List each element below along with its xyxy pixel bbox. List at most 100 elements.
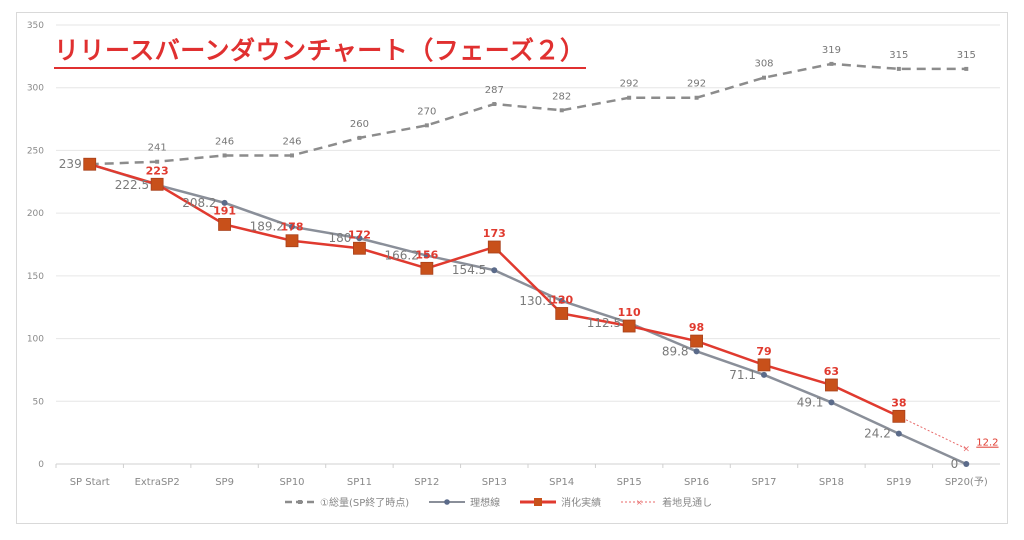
data-label-total: 260 [350,119,369,130]
legend-label: 消化実績 [561,498,602,509]
legend-label: ①総量(SP終了時点) [320,498,410,509]
data-label-ideal: 130.1 [519,294,553,308]
data-label-actual: 79 [756,345,771,358]
data-label-forecast: 12.2 [976,438,998,449]
data-label-ideal: 189.2 [250,220,284,234]
y-tick-label: 0 [38,460,44,470]
x-tick-label: SP18 [819,477,844,488]
data-label-ideal: 49.1 [797,395,824,409]
legend-item-actual: 消化実績 [520,494,601,509]
data-label-actual: 98 [689,321,704,334]
data-label-actual: 156 [415,248,438,261]
data-point-actual [892,409,906,423]
data-label-ideal: 166.2 [384,249,418,263]
data-point-ideal [423,252,430,259]
data-point-actual [285,234,299,248]
data-point-actual [218,218,231,231]
x-tick-label: SP11 [347,477,372,488]
data-point-ideal [491,267,498,274]
data-point-actual [353,241,366,255]
legend-dotted-line-icon: × [621,498,658,506]
data-point-ideal [221,199,228,206]
data-point-total [424,123,429,128]
data-point-actual [825,378,838,392]
data-point-actual [757,358,771,372]
data-point-ideal [761,371,767,378]
data-label-ideal: 180 [329,231,352,245]
y-tick-label: 350 [27,21,44,31]
y-tick-label: 150 [27,272,44,282]
data-point-total [829,61,834,66]
legend-item-ideal: 理想線 [429,494,500,509]
data-label-actual: 38 [891,396,906,409]
x-tick-label: SP15 [617,477,642,488]
data-point-ideal [289,223,295,230]
data-label-actual: 223 [146,164,169,177]
x-tick-label: SP9 [215,477,234,488]
data-label-total: 308 [754,59,773,70]
data-label-total: 282 [552,91,571,102]
x-tick-label: SP14 [549,477,574,488]
x-tick-label: SP16 [684,477,709,488]
data-point-ideal [828,399,835,406]
data-label-total: 246 [215,136,234,147]
x-tick-label: SP20(予) [945,476,988,488]
data-point-ideal [558,297,565,304]
legend-label: 理想線 [470,498,501,509]
legend: ①総量(SP終了時点) 理想線 消化実績 × 着地見通し [285,494,712,509]
x-tick-label: SP13 [482,477,507,488]
y-tick-label: 50 [33,397,45,407]
x-tick-label: SP12 [414,477,439,488]
data-label-ideal: 24.2 [864,427,891,441]
legend-diamond-line-icon [429,498,466,505]
data-point-total [694,95,699,100]
data-point-total [896,66,901,71]
data-label-ideal: 89.8 [662,344,689,358]
chart-frame [16,12,1008,524]
data-label-total: 319 [822,45,841,56]
data-point-total [222,153,227,158]
data-point-actual [622,319,636,333]
data-label-ideal: 112.5 [587,316,621,330]
data-point-ideal [895,430,902,437]
data-label-actual: 110 [618,306,641,319]
data-point-total [492,102,497,107]
data-label-actual: 178 [281,221,304,234]
data-label-total: 292 [687,79,706,90]
legend-item-forecast: × 着地見通し [621,494,712,509]
y-tick-label: 250 [27,146,44,156]
data-point-total [627,95,632,100]
data-label-total: 315 [889,50,908,61]
data-label-total: 246 [282,136,301,147]
data-label-actual: 120 [550,293,573,306]
data-point-actual [150,177,164,191]
x-tick-label: SP Start [70,477,110,488]
data-label-actual: 172 [348,228,371,241]
data-label-total: 270 [417,106,436,117]
data-point-total [559,108,564,113]
x-tick-label: SP19 [886,477,911,488]
data-point-actual [420,261,434,275]
data-label-total: 241 [148,143,167,154]
data-point-forecast: × [963,445,971,455]
data-label-ideal: 0 [951,457,959,471]
data-point-total [762,75,766,80]
y-tick-label: 300 [27,84,44,94]
data-label-ideal: 208.2 [182,196,216,210]
chart-title: リリースバーンダウンチャート（フェーズ２） [54,36,586,69]
svg-text:×: × [636,498,643,506]
data-point-ideal [356,235,363,242]
y-tick-label: 100 [27,335,44,345]
legend-dashed-line-icon [285,499,315,504]
data-point-actual [690,334,703,348]
data-label-ideal: 154.5 [452,263,486,277]
data-label-actual: 191 [213,204,236,217]
data-label-ideal: 239 [59,157,82,171]
data-point-total [155,159,160,164]
x-tick-label: ExtraSP2 [135,477,180,488]
data-label-actual: 173 [483,227,506,240]
series-line-total [89,62,967,166]
data-label-ideal: 71.1 [729,368,756,382]
x-tick-label: SP10 [279,477,304,488]
